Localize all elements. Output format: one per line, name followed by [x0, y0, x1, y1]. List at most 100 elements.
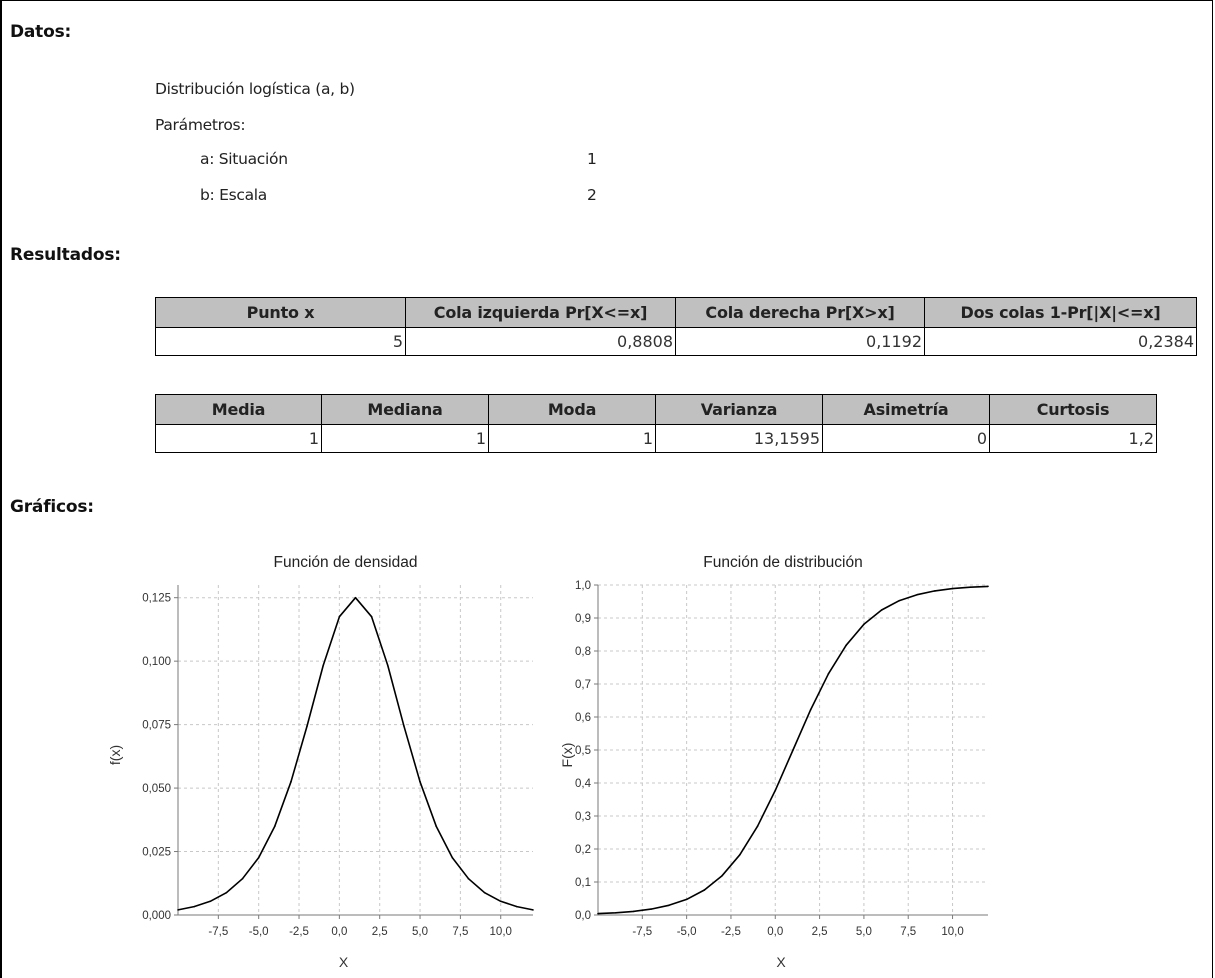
- density-data-point: [467, 877, 470, 880]
- distribution-y-tick-label: 0,9: [575, 613, 591, 625]
- distribution-data-point: [845, 644, 847, 646]
- density-data-point: [241, 877, 244, 880]
- column-header: Mediana: [321, 394, 489, 425]
- density-data-point: [386, 664, 389, 667]
- density-y-tick-label: 0,000: [142, 910, 171, 922]
- param-a-value: 1: [587, 150, 597, 168]
- distribution-data-point: [898, 599, 901, 602]
- density-y-tick-label: 0,125: [142, 593, 171, 605]
- table-header-row: Media Mediana Moda Varianza Asimetría Cu…: [155, 394, 1157, 425]
- density-plot-area: [178, 585, 533, 915]
- table-cell: 1: [488, 424, 656, 453]
- distribution-chart: Función de distribución -7,5 -5,0 -2,5 0,0 2,…: [560, 554, 989, 970]
- distribution-data-point: [703, 889, 706, 891]
- density-data-point: [177, 909, 179, 911]
- density-x-tick-label: -2,5: [289, 926, 309, 938]
- column-header: Moda: [488, 394, 656, 425]
- distribution-y-tick-label: 0,1: [575, 877, 591, 889]
- column-header: Punto x: [155, 297, 406, 328]
- density-data-point: [403, 725, 405, 727]
- distribution-y-tick-label: 0,0: [575, 910, 591, 922]
- distribution-x-tick-label: -5,0: [677, 926, 697, 938]
- distribution-data-point: [969, 586, 972, 589]
- density-y-axis-label: f(x): [107, 745, 123, 765]
- distribution-x-tick-label: 2,5: [812, 926, 828, 938]
- distribution-x-tick-label: -7,5: [632, 926, 652, 938]
- density-data-point: [354, 596, 357, 599]
- density-x-tick-label: 10,0: [490, 926, 512, 938]
- table-cell: 0,1192: [675, 327, 925, 356]
- distribution-data-point: [597, 912, 599, 915]
- density-data-point: [209, 900, 212, 903]
- column-header: Dos colas 1-Pr[|X|<=x]: [924, 297, 1197, 328]
- table-row: 5 0,8808 0,1192 0,2384: [155, 327, 1197, 356]
- table-cell: 0: [822, 424, 990, 453]
- table-cell: 0,2384: [924, 327, 1197, 356]
- density-data-point: [274, 825, 276, 827]
- density-y-tick-label: 0,100: [142, 656, 171, 668]
- distribution-x-axis-label: X: [776, 954, 786, 970]
- distribution-y-tick-label: 0,8: [575, 646, 591, 658]
- density-y-tick-label: 0,025: [142, 847, 171, 859]
- distribution-x-tick-label: -2,5: [721, 926, 741, 938]
- density-y-tick-label: 0,050: [142, 783, 171, 795]
- column-header: Asimetría: [822, 394, 990, 425]
- density-y-tick-label: 0,075: [142, 720, 171, 732]
- parameters-label: Parámetros:: [155, 116, 246, 134]
- density-x-tick-label: 2,5: [372, 926, 388, 938]
- density-data-point: [338, 615, 341, 618]
- density-x-axis-label: X: [339, 954, 349, 970]
- density-data-point: [225, 891, 228, 894]
- distribution-data-point: [721, 874, 723, 877]
- distribution-chart-title: Función de distribución: [703, 554, 862, 571]
- resultados-heading: Resultados:: [10, 245, 121, 265]
- distribution-data-point: [951, 587, 954, 590]
- column-header: Media: [155, 394, 322, 425]
- density-x-tick-label: 5,0: [412, 926, 428, 938]
- density-data-point: [419, 780, 421, 783]
- distribution-x-tick-label: 5,0: [856, 926, 872, 938]
- density-data-point: [516, 905, 518, 908]
- table-cell: 13,1595: [655, 424, 823, 453]
- distribution-data-point: [774, 789, 777, 792]
- distribution-y-tick-label: 0,4: [575, 778, 592, 790]
- distribution-data-point: [685, 898, 688, 901]
- param-b-value: 2: [587, 186, 597, 204]
- density-chart-title: Función de densidad: [274, 554, 418, 571]
- distribution-data-point: [739, 854, 741, 856]
- distribution-data-point: [827, 672, 830, 675]
- param-a-label: a: Situación: [200, 150, 288, 168]
- density-data-point: [483, 891, 486, 894]
- distribution-y-tick-label: 0,5: [575, 745, 591, 757]
- table-cell: 1: [321, 424, 489, 453]
- param-b-label: b: Escala: [200, 186, 267, 204]
- distribution-data-point: [614, 911, 617, 914]
- density-x-tick-label: 0,0: [331, 926, 347, 938]
- density-data-point: [306, 725, 308, 727]
- column-header: Cola izquierda Pr[X<=x]: [405, 297, 676, 328]
- density-x-tick-label: -7,5: [208, 926, 228, 938]
- density-data-point: [499, 900, 502, 903]
- density-chart: Función de densidad -7,5 -5,0 -2,5 0,0 2,5 5,0…: [107, 554, 534, 970]
- distribution-data-point: [916, 593, 918, 596]
- density-data-point: [370, 615, 373, 618]
- distribution-data-point: [863, 623, 865, 626]
- density-data-point: [193, 905, 195, 908]
- table-row: 1 1 1 13,1595 0 1,2: [155, 424, 1157, 453]
- table-cell: 0,8808: [405, 327, 676, 356]
- density-x-tick-label: -5,0: [249, 926, 269, 938]
- distribution-data-point: [756, 825, 759, 828]
- distribution-data-point: [668, 904, 670, 907]
- distribution-y-tick-label: 0,6: [575, 712, 591, 724]
- density-x-tick-label: 7,5: [452, 926, 468, 938]
- table-cell: 5: [155, 327, 406, 356]
- density-data-point: [257, 856, 260, 859]
- table-header-row: Punto x Cola izquierda Pr[X<=x] Cola der…: [155, 297, 1197, 328]
- distribution-y-tick-label: 1,0: [575, 580, 591, 592]
- distribution-data-point: [880, 609, 883, 611]
- density-data-point: [532, 909, 534, 911]
- distribution-name: Distribución logística (a, b): [155, 80, 355, 98]
- distribution-x-tick-label: 10,0: [941, 926, 963, 938]
- distribution-y-tick-label: 0,2: [575, 844, 591, 856]
